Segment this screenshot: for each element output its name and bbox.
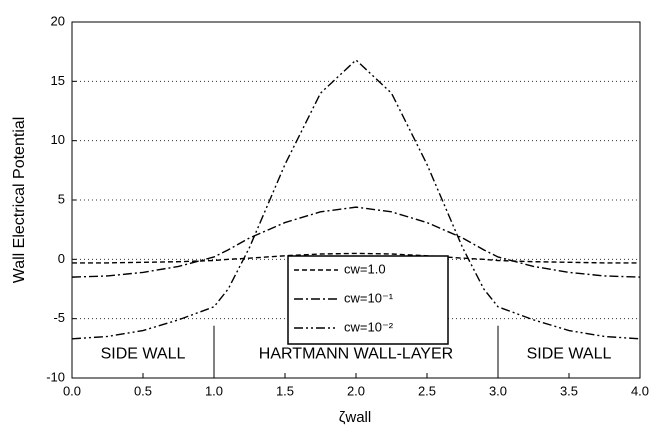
y-tick-label: -10 (46, 369, 65, 384)
x-tick-label: 2.0 (347, 383, 365, 398)
line (71, 59, 641, 340)
x-tick-label: 2.5 (418, 383, 436, 398)
x-axis-label: ζwall (339, 409, 371, 426)
y-tick-label: 15 (51, 73, 65, 88)
y-tick-label: 5 (58, 191, 65, 206)
legend-label: cw=1.0 (344, 261, 386, 276)
plot-frame (71, 21, 641, 379)
legend-label: cw=10⁻² (344, 319, 394, 334)
x-tick-label: 3.0 (489, 383, 507, 398)
line (72, 252, 640, 264)
x-tick-label: 3.5 (560, 383, 578, 398)
y-tick-label: -5 (53, 310, 65, 325)
x-tick-label: 1.5 (276, 383, 294, 398)
y-tick-label: 10 (51, 132, 65, 147)
x-tick-label: 1.0 (205, 383, 223, 398)
y-axis-label: Wall Electrical Potential (11, 117, 28, 284)
region-label: SIDE WALL (527, 345, 612, 362)
y-tick-label: 20 (51, 13, 65, 28)
region-label: HARTMANN WALL-LAYER (259, 345, 453, 362)
x-tick-label: 0.5 (134, 383, 152, 398)
legend-label: cw=10⁻¹ (344, 290, 394, 305)
y-tick-label: 0 (58, 251, 65, 266)
line (71, 206, 641, 278)
x-tick-label: 4.0 (631, 383, 649, 398)
x-tick-label: 0.0 (63, 383, 81, 398)
region-label: SIDE WALL (101, 345, 186, 362)
